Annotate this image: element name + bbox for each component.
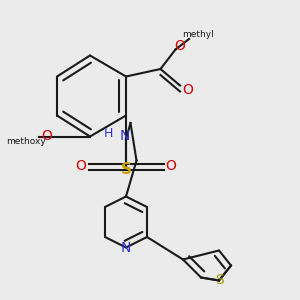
Text: methyl: methyl xyxy=(182,30,214,39)
Text: O: O xyxy=(175,40,185,53)
Text: S: S xyxy=(121,162,131,177)
Text: O: O xyxy=(41,130,52,143)
Text: methoxy: methoxy xyxy=(6,136,45,146)
Text: N: N xyxy=(119,129,130,143)
Text: O: O xyxy=(76,160,86,173)
Text: H: H xyxy=(103,127,113,140)
Text: S: S xyxy=(214,274,224,287)
Text: N: N xyxy=(121,241,131,254)
Text: O: O xyxy=(166,160,176,173)
Text: O: O xyxy=(182,83,193,97)
